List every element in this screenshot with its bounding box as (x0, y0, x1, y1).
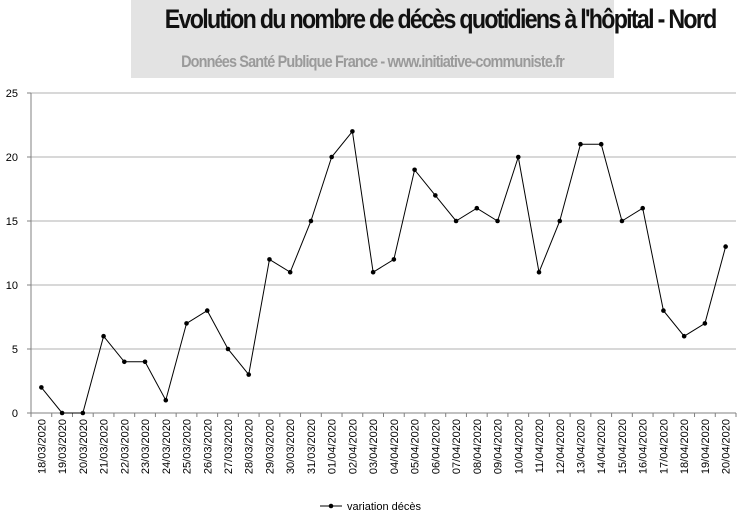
x-tick-label: 01/04/2020 (327, 419, 339, 474)
series-line (40, 130, 727, 414)
x-tick-label: 13/04/2020 (575, 419, 587, 474)
x-tick-label: 12/04/2020 (555, 419, 567, 474)
x-tick-label: 21/03/2020 (99, 419, 111, 474)
x-tick-label: 18/04/2020 (679, 419, 691, 474)
x-tick-label: 09/04/2020 (493, 419, 505, 474)
legend-label: variation décès (347, 501, 421, 513)
data-point (329, 154, 334, 160)
data-point (59, 410, 65, 416)
x-tick-label: 04/04/2020 (389, 419, 401, 474)
x-tick-label: 10/04/2020 (513, 419, 525, 474)
data-point (661, 308, 666, 313)
x-tick-label: 28/03/2020 (244, 419, 256, 474)
x-tick-label: 17/04/2020 (658, 419, 670, 474)
data-point (163, 397, 169, 403)
data-point (101, 333, 106, 339)
y-tick-label: 0 (12, 408, 18, 420)
x-tick-label: 16/04/2020 (638, 419, 650, 474)
x-tick-label: 29/03/2020 (264, 419, 276, 474)
data-point (39, 385, 44, 390)
x-tick-label: 07/04/2020 (451, 419, 463, 474)
x-tick-label: 24/03/2020 (161, 419, 173, 474)
x-tick-label: 22/03/2020 (119, 419, 131, 474)
y-tick-label: 5 (12, 344, 18, 356)
chart-subtitle: Données Santé Publique France - www.init… (181, 52, 565, 71)
x-tick-label: 20/04/2020 (721, 419, 733, 474)
data-point (184, 321, 189, 326)
x-tick-label: 02/04/2020 (347, 419, 359, 474)
data-point (557, 218, 563, 224)
data-point (723, 244, 728, 249)
data-point (122, 359, 127, 365)
x-tick-label: 06/04/2020 (430, 419, 442, 474)
data-point (225, 346, 231, 352)
x-tick-label: 30/03/2020 (285, 419, 297, 474)
data-point (619, 218, 625, 224)
data-point (287, 269, 293, 275)
data-point (495, 218, 500, 224)
data-point (350, 129, 355, 134)
x-tick-label: 26/03/2020 (202, 419, 214, 474)
x-tick-label: 18/03/2020 (36, 419, 48, 474)
y-tick-label: 10 (6, 280, 18, 292)
legend-marker (328, 503, 334, 509)
data-point (474, 205, 480, 211)
data-point (267, 257, 272, 262)
x-tick-label: 27/03/2020 (223, 419, 235, 474)
data-point (702, 321, 708, 326)
x-tick-label: 25/03/2020 (182, 419, 194, 474)
data-point (433, 193, 438, 198)
data-point (370, 269, 376, 275)
data-point (142, 359, 148, 365)
data-point (80, 410, 86, 416)
data-point (578, 141, 583, 147)
data-point (308, 218, 314, 224)
data-point (246, 372, 252, 377)
x-tick-label: 19/03/2020 (57, 419, 69, 474)
x-tick-label: 15/04/2020 (617, 419, 629, 474)
y-tick-label: 25 (6, 88, 18, 100)
data-point (598, 141, 604, 147)
x-tick-label: 08/04/2020 (472, 419, 484, 474)
x-tick-label: 14/04/2020 (596, 419, 608, 474)
data-point (536, 269, 542, 275)
data-point (453, 218, 459, 224)
data-point (681, 333, 687, 339)
data-point (515, 154, 521, 160)
x-tick-label: 11/04/2020 (534, 419, 546, 473)
data-point (391, 257, 397, 262)
data-point (412, 167, 417, 173)
x-tick-label: 05/04/2020 (410, 419, 422, 474)
x-tick-label: 23/03/2020 (140, 419, 152, 474)
y-tick-label: 15 (6, 216, 18, 228)
data-point (640, 205, 645, 211)
x-tick-label: 31/03/2020 (306, 419, 318, 474)
x-tick-label: 20/03/2020 (78, 419, 90, 474)
data-point (204, 308, 210, 313)
x-tick-label: 19/04/2020 (700, 419, 712, 474)
x-tick-label: 03/04/2020 (368, 419, 380, 474)
y-tick-label: 20 (6, 152, 18, 164)
